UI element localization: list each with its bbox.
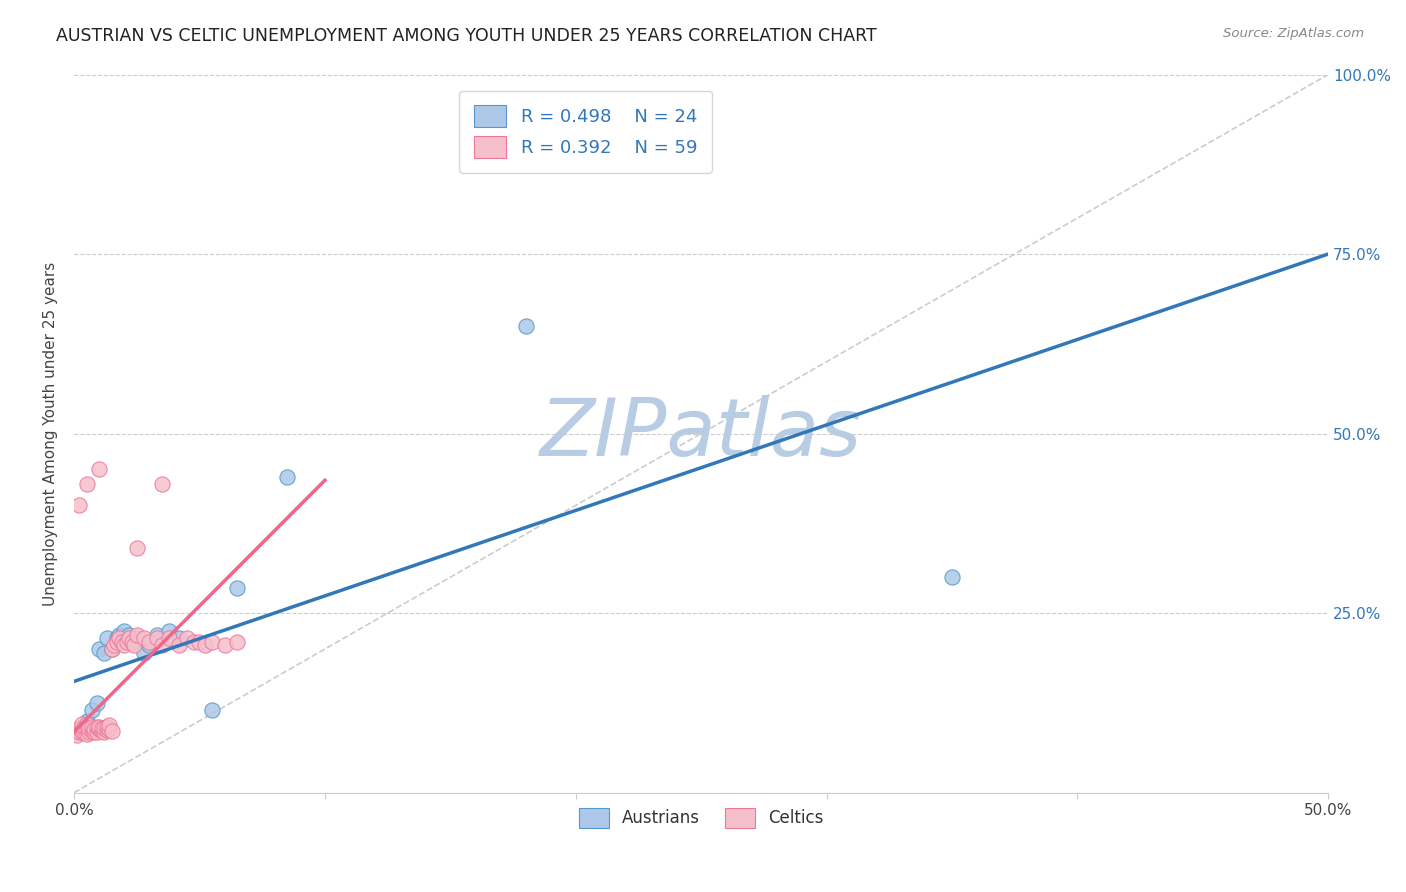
Point xyxy=(73,724,96,739)
Point xyxy=(80,723,103,738)
Point xyxy=(98,718,121,732)
Point xyxy=(188,635,211,649)
Point xyxy=(67,724,90,739)
Point xyxy=(67,499,90,513)
Point xyxy=(76,714,98,728)
Point xyxy=(138,635,160,649)
Point xyxy=(201,703,224,717)
Point xyxy=(941,570,963,584)
Point xyxy=(100,723,122,738)
Point xyxy=(124,639,146,653)
Point xyxy=(86,724,108,739)
Point xyxy=(93,646,115,660)
Point xyxy=(89,642,111,657)
Text: ZIPatlas: ZIPatlas xyxy=(540,394,862,473)
Point xyxy=(76,717,98,731)
Point xyxy=(134,646,156,660)
Point xyxy=(276,469,298,483)
Point xyxy=(98,723,121,737)
Point xyxy=(118,628,141,642)
Point xyxy=(150,639,173,653)
Point xyxy=(96,723,118,738)
Point xyxy=(108,632,131,646)
Point xyxy=(157,624,180,638)
Point xyxy=(201,635,224,649)
Point xyxy=(193,639,215,653)
Point xyxy=(134,632,156,646)
Point xyxy=(169,632,191,646)
Point xyxy=(111,635,134,649)
Point xyxy=(83,723,105,737)
Point xyxy=(214,639,236,653)
Point xyxy=(183,635,205,649)
Point xyxy=(125,632,148,646)
Point xyxy=(226,581,249,595)
Point xyxy=(150,476,173,491)
Point xyxy=(70,724,93,739)
Point xyxy=(169,639,191,653)
Point xyxy=(146,628,169,642)
Point xyxy=(80,720,103,734)
Point xyxy=(108,628,131,642)
Point xyxy=(118,632,141,646)
Point xyxy=(77,725,100,739)
Point xyxy=(65,728,87,742)
Point xyxy=(90,723,112,738)
Point xyxy=(125,541,148,556)
Point xyxy=(121,635,143,649)
Point xyxy=(89,462,111,476)
Point xyxy=(90,721,112,735)
Point xyxy=(80,703,103,717)
Point xyxy=(70,724,93,739)
Point xyxy=(125,628,148,642)
Point xyxy=(100,642,122,657)
Point xyxy=(76,727,98,741)
Point xyxy=(77,721,100,735)
Point xyxy=(105,632,128,646)
Point xyxy=(93,724,115,739)
Point xyxy=(100,642,122,657)
Point xyxy=(105,635,128,649)
Legend: Austrians, Celtics: Austrians, Celtics xyxy=(572,801,831,835)
Point xyxy=(86,720,108,734)
Point xyxy=(103,639,125,653)
Point xyxy=(83,724,105,739)
Point xyxy=(73,721,96,735)
Point xyxy=(96,720,118,734)
Point xyxy=(93,721,115,735)
Point xyxy=(76,476,98,491)
Point xyxy=(226,635,249,649)
Y-axis label: Unemployment Among Youth under 25 years: Unemployment Among Youth under 25 years xyxy=(44,261,58,606)
Point xyxy=(70,717,93,731)
Point xyxy=(67,721,90,735)
Point xyxy=(96,632,118,646)
Point xyxy=(157,632,180,646)
Point xyxy=(112,639,135,653)
Point xyxy=(176,632,198,646)
Point xyxy=(112,624,135,638)
Point xyxy=(89,723,111,737)
Point xyxy=(146,632,169,646)
Text: AUSTRIAN VS CELTIC UNEMPLOYMENT AMONG YOUTH UNDER 25 YEARS CORRELATION CHART: AUSTRIAN VS CELTIC UNEMPLOYMENT AMONG YO… xyxy=(56,27,877,45)
Point xyxy=(89,720,111,734)
Text: Source: ZipAtlas.com: Source: ZipAtlas.com xyxy=(1223,27,1364,40)
Point xyxy=(515,318,537,333)
Point xyxy=(76,723,98,737)
Point xyxy=(73,720,96,734)
Point xyxy=(70,721,93,735)
Point xyxy=(86,696,108,710)
Point xyxy=(115,635,138,649)
Point xyxy=(138,639,160,653)
